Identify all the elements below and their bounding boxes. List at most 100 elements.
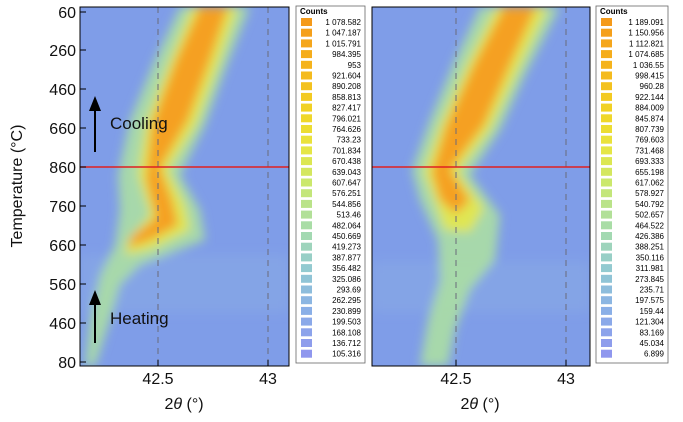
- right-x-axis-label: 2θ (°): [460, 396, 499, 413]
- legend-value: 197.575: [635, 296, 664, 305]
- legend-swatch: [601, 339, 612, 347]
- y-tick-label: 660: [49, 121, 76, 138]
- legend-value: 921.604: [332, 72, 361, 81]
- legend-swatch: [601, 285, 612, 294]
- legend-swatch: [601, 296, 612, 305]
- legend-value: 121.304: [635, 318, 664, 327]
- legend-swatch: [301, 71, 312, 80]
- y-axis-label: Temperature (°C): [9, 125, 26, 248]
- legend-swatch: [601, 135, 612, 144]
- legend-swatch: [601, 328, 612, 337]
- legend-swatch: [601, 274, 612, 283]
- legend-value: 136.712: [332, 339, 361, 348]
- legend-swatch: [301, 285, 312, 294]
- legend-value: 1 047.187: [325, 29, 361, 38]
- legend-value: 350.116: [636, 253, 665, 262]
- legend-swatch: [601, 199, 612, 208]
- legend-swatch: [301, 50, 312, 59]
- legend-swatch: [601, 82, 612, 91]
- legend-swatch: [601, 178, 612, 187]
- legend-swatch: [301, 178, 312, 187]
- legend-swatch: [601, 125, 612, 133]
- legend-swatch: [601, 167, 612, 176]
- legend-swatch: [301, 339, 312, 347]
- legend-swatch: [301, 28, 312, 37]
- legend-value: 513.46: [337, 211, 362, 220]
- heating-label: Heating: [110, 309, 169, 328]
- legend-swatch: [601, 60, 612, 69]
- legend-value: 731.468: [635, 146, 664, 155]
- legend-value: 953: [348, 61, 362, 70]
- legend-value: 1 036.55: [633, 61, 665, 70]
- legend-swatch: [301, 210, 312, 219]
- legend-swatch: [601, 264, 612, 273]
- y-tick-label: 860: [49, 160, 76, 177]
- right-x-tick-label: 43: [557, 371, 575, 388]
- left-x-axis-label: 2θ (°): [164, 396, 203, 413]
- legend-value: 1 112.821: [629, 39, 665, 48]
- legend-value: 502.657: [635, 211, 664, 220]
- y-tick-label: 660: [49, 238, 76, 255]
- legend-swatch: [301, 189, 312, 198]
- legend-value: 1 078.582: [325, 18, 361, 27]
- legend-swatch: [301, 60, 312, 69]
- legend-value: 693.333: [635, 157, 664, 166]
- legend-value: 827.417: [332, 104, 361, 113]
- legend-swatch: [601, 103, 612, 112]
- legend-value: 262.295: [332, 296, 361, 305]
- legend-value: 764.626: [332, 125, 361, 134]
- legend-value: 960.28: [640, 82, 665, 91]
- legend-value: 235.71: [640, 286, 665, 295]
- legend-value: 83.169: [640, 328, 665, 337]
- y-tick-label: 460: [49, 316, 76, 333]
- legend-swatch: [301, 157, 312, 166]
- legend-swatch: [601, 28, 612, 37]
- legend-value: 325.086: [332, 275, 361, 284]
- legend-value: 655.198: [635, 168, 664, 177]
- left-legend-title: Counts: [300, 7, 328, 16]
- legend-value: 576.251: [332, 189, 361, 198]
- legend-value: 845.874: [635, 114, 664, 123]
- legend-value: 769.603: [635, 136, 664, 145]
- legend-swatch: [601, 92, 612, 101]
- legend-value: 607.647: [332, 179, 361, 188]
- legend-swatch: [301, 125, 312, 133]
- legend-value: 168.108: [332, 328, 361, 337]
- legend-swatch: [601, 210, 612, 219]
- legend-swatch: [601, 157, 612, 166]
- legend-value: 388.251: [635, 243, 664, 252]
- cooling-arrow: [89, 96, 101, 152]
- legend-swatch: [301, 242, 312, 251]
- legend-value: 884.009: [635, 104, 664, 113]
- legend-value: 998.415: [635, 72, 664, 81]
- legend-swatch: [301, 296, 312, 305]
- cooling-label: Cooling: [110, 114, 168, 133]
- legend-swatch: [301, 232, 312, 240]
- right-heatmap-panel: 42.5 43 2θ (°): [371, 6, 591, 413]
- legend-swatch: [601, 349, 612, 358]
- legend-value: 311.981: [636, 264, 665, 273]
- legend-swatch: [601, 39, 612, 48]
- legend-value: 984.395: [332, 50, 361, 59]
- left-x-tick-label: 42.5: [142, 371, 173, 388]
- legend-swatch: [601, 221, 612, 230]
- legend-swatch: [301, 135, 312, 144]
- legend-swatch: [301, 199, 312, 208]
- legend-value: 273.845: [635, 275, 664, 284]
- legend-swatch: [601, 146, 612, 155]
- legend-swatch: [601, 50, 612, 59]
- legend-swatch: [301, 18, 312, 26]
- right-band-core: [432, 7, 536, 214]
- right-x-tick-label: 42.5: [440, 371, 471, 388]
- heating-arrow: [89, 290, 101, 343]
- right-plot-frame: [371, 6, 591, 367]
- right-band-outer: [412, 7, 560, 366]
- legend-value: 617.062: [635, 179, 664, 188]
- legend-swatch: [601, 114, 612, 123]
- legend-swatch: [301, 306, 312, 315]
- legend-value: 6.899: [644, 350, 665, 359]
